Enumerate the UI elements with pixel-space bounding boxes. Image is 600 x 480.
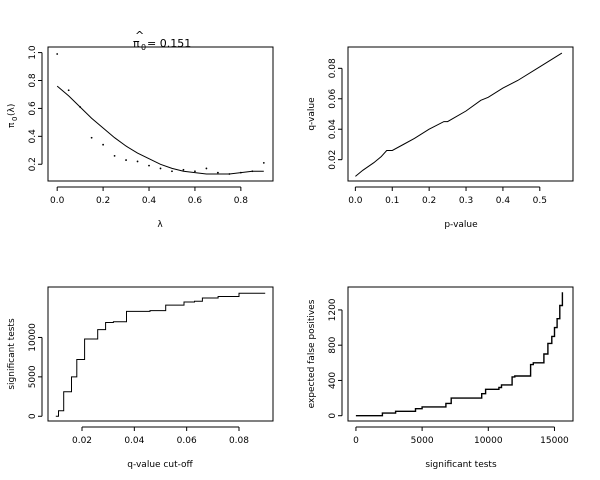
panel-efp: 0 5000 10000 15000 0 400 800 1200 significant …: [307, 286, 574, 470]
sig-ylabel: significant tests: [7, 318, 17, 390]
pi0-point: [216, 171, 219, 174]
efp-ytick-label: 1200: [328, 298, 338, 321]
pi0-xlabel: λ: [157, 220, 163, 230]
pi0-xtick-label: 0.4: [142, 196, 157, 206]
pi0-point: [194, 170, 196, 173]
pi0-ytick-label: 1.0: [28, 45, 38, 60]
pi0-point: [136, 160, 139, 163]
pi0-point: [113, 154, 116, 157]
sig-ytick-label: 5000: [28, 365, 38, 388]
efp-xlabel: significant tests: [425, 460, 497, 470]
panel-pi0-frame: [47, 46, 274, 182]
pi0-title-symbol: π: [133, 37, 140, 50]
pi0-xticks: 0.0 0.2 0.4 0.6 0.8: [50, 186, 249, 206]
qp-ytick-label: 0.02: [328, 150, 338, 170]
qp-xtick-label: 0.1: [385, 196, 399, 206]
efp-ylabel: expected false positives: [307, 299, 317, 408]
pi0-point: [148, 164, 150, 167]
efp-ytick-label: 400: [328, 372, 338, 389]
pi0-xtick-label: 0.6: [188, 196, 203, 206]
qp-ytick-label: 0.06: [328, 88, 338, 108]
efp-xtick-label: 15000: [540, 436, 569, 446]
qp-xlabel: p-value: [444, 220, 478, 230]
pi0-point: [56, 53, 59, 55]
pi0-yticks: 0.2 0.4 0.6 0.8 1.0: [28, 45, 43, 171]
panel-sig-frame: [47, 286, 274, 422]
pi0-xtick-label: 0.8: [234, 196, 249, 206]
sig-xtick-label: 0.04: [124, 436, 144, 446]
efp-xticks: 0 5000 10000 15000: [353, 426, 569, 446]
sig-xlabel: q-value cut-off: [127, 460, 193, 470]
qp-xticks: 0.0 0.1 0.2 0.3 0.4 0.5: [348, 186, 547, 206]
panel-qp-frame: [347, 46, 574, 182]
pi0-ylabel-subscript: 0: [11, 117, 19, 121]
panel-efp-frame: [347, 286, 574, 422]
pi0-point: [262, 161, 265, 164]
pi0-point: [205, 167, 208, 170]
qp-xtick-label: 0.2: [422, 196, 436, 206]
panel-sig: 0.02 0.04 0.06 0.08 0 5000 10000 q-value cut-…: [7, 286, 274, 470]
qp-ytick-label: 0.08: [328, 58, 338, 78]
efp-ytick-label: 800: [328, 336, 338, 353]
pi0-title-subscript: 0: [141, 43, 146, 52]
sig-step-line: [55, 292, 266, 417]
pi0-ytick-label: 0.8: [28, 73, 38, 88]
efp-xtick-label: 0: [353, 436, 359, 446]
pi0-xtick-label: 0.2: [96, 196, 110, 206]
sig-yticks: 0 5000 10000: [28, 323, 43, 419]
sig-ytick-label: 0: [28, 413, 38, 419]
qp-xtick-label: 0.0: [348, 196, 363, 206]
pi0-point: [125, 159, 127, 161]
pi0-ylabel: π 0 (λ): [7, 104, 19, 128]
qp-xtick-label: 0.5: [533, 196, 547, 206]
pi0-ytick-label: 0.6: [28, 101, 38, 116]
qp-xtick-label: 0.3: [459, 196, 473, 206]
sig-ytick-label: 10000: [28, 323, 38, 352]
qp-xtick-label: 0.4: [496, 196, 511, 206]
qp-line: [355, 52, 563, 177]
sig-xtick-label: 0.02: [72, 436, 92, 446]
pi0-ytick-label: 0.2: [28, 157, 38, 171]
panel-qp: 0.0 0.1 0.2 0.3 0.4 0.5 0.02 0.04 0.06 0.08 p-va…: [307, 46, 574, 230]
pi0-point: [90, 136, 93, 139]
qp-ytick-label: 0.04: [328, 119, 338, 139]
pi0-title-value: = 0.151: [147, 37, 191, 50]
efp-yticks: 0 400 800 1200: [328, 298, 343, 419]
panel-pi0: π ^ 0 = 0.151 0.0 0.2 0.4 0.6 0.8 0.20.40.60…: [7, 29, 274, 230]
pi0-title-hat: ^: [135, 29, 144, 42]
efp-ytick-label: 0: [328, 413, 338, 419]
pi0-ylabel-rest: (λ): [7, 104, 17, 116]
panel-pi0-title: π ^ 0 = 0.151: [133, 29, 191, 52]
sig-xticks: 0.02 0.04 0.06 0.08: [72, 426, 249, 446]
pi0-smooth-curve: [56, 85, 264, 175]
pi0-xtick-label: 0.0: [50, 196, 65, 206]
qp-ylabel: q-value: [307, 97, 317, 131]
pi0-point: [171, 170, 173, 173]
pi0-point: [182, 168, 185, 171]
pi0-point: [159, 167, 162, 170]
qp-yticks: 0.02 0.04 0.06 0.08: [328, 58, 343, 170]
pi0-ytick-label: 0.4: [28, 129, 38, 144]
sig-xtick-label: 0.08: [229, 436, 249, 446]
efp-xtick-label: 5000: [411, 436, 434, 446]
pi0-ylabel-symbol: π: [7, 122, 17, 128]
pi0-point: [67, 89, 70, 92]
pi0-point: [102, 143, 105, 146]
sig-xtick-label: 0.06: [177, 436, 197, 446]
efp-step-line: [355, 292, 564, 417]
efp-xtick-label: 10000: [474, 436, 503, 446]
